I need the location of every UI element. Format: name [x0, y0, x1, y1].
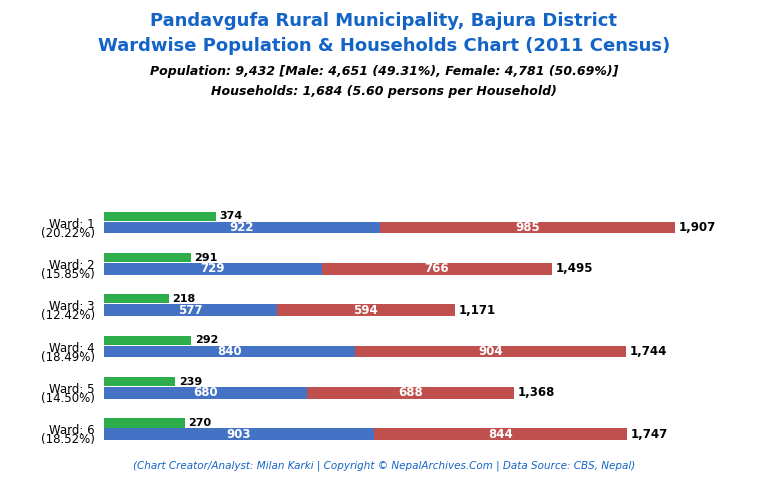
Text: 218: 218 [173, 294, 196, 304]
Text: Ward: 5: Ward: 5 [49, 383, 94, 396]
Bar [104, 428, 374, 440]
Text: 1,495: 1,495 [555, 262, 593, 275]
Text: Ward: 1: Ward: 1 [49, 217, 94, 231]
Text: 239: 239 [179, 377, 202, 387]
Bar [104, 263, 322, 275]
Text: 766: 766 [425, 262, 449, 275]
Text: Ward: 3: Ward: 3 [49, 300, 94, 313]
Bar [104, 336, 191, 345]
Text: 729: 729 [200, 262, 225, 275]
Text: 292: 292 [195, 335, 218, 345]
Text: Population: 9,432 [Male: 4,651 (49.31%), Female: 4,781 (50.69%)]: Population: 9,432 [Male: 4,651 (49.31%),… [150, 65, 618, 78]
Bar [104, 346, 356, 357]
Bar [104, 304, 276, 316]
Text: 680: 680 [194, 387, 218, 399]
Text: 291: 291 [194, 252, 218, 263]
Text: 844: 844 [488, 427, 513, 441]
Bar [104, 377, 175, 386]
Text: 270: 270 [188, 418, 211, 428]
Bar [104, 419, 184, 427]
Text: Ward: 2: Ward: 2 [49, 259, 94, 272]
Bar [104, 253, 191, 262]
Bar [104, 387, 307, 398]
Text: 1,907: 1,907 [679, 221, 716, 234]
Text: (18.52%): (18.52%) [41, 433, 94, 447]
Bar [276, 304, 455, 316]
Text: (Chart Creator/Analyst: Milan Karki | Copyright © NepalArchives.Com | Data Sourc: (Chart Creator/Analyst: Milan Karki | Co… [133, 460, 635, 471]
Text: 1,368: 1,368 [518, 387, 554, 399]
Bar [356, 346, 627, 357]
Text: Wardwise Population & Households Chart (2011 Census): Wardwise Population & Households Chart (… [98, 37, 670, 55]
Text: 688: 688 [398, 387, 423, 399]
Text: 577: 577 [178, 304, 203, 317]
Bar [374, 428, 627, 440]
Text: Ward: 4: Ward: 4 [49, 342, 94, 354]
Text: (14.50%): (14.50%) [41, 392, 94, 405]
Bar [104, 211, 216, 221]
Text: 903: 903 [227, 427, 251, 441]
Text: (18.49%): (18.49%) [41, 351, 94, 364]
Text: 840: 840 [217, 345, 242, 358]
Bar [307, 387, 514, 398]
Text: 1,171: 1,171 [458, 304, 495, 317]
Text: (20.22%): (20.22%) [41, 227, 94, 240]
Bar [322, 263, 551, 275]
Text: 904: 904 [478, 345, 503, 358]
Text: 594: 594 [353, 304, 378, 317]
Text: Pandavgufa Rural Municipality, Bajura District: Pandavgufa Rural Municipality, Bajura Di… [151, 12, 617, 31]
Text: 1,747: 1,747 [631, 427, 668, 441]
Text: 374: 374 [220, 211, 243, 221]
Text: Households: 1,684 (5.60 persons per Household): Households: 1,684 (5.60 persons per Hous… [211, 85, 557, 98]
Text: 1,744: 1,744 [630, 345, 667, 358]
Text: Ward: 6: Ward: 6 [49, 424, 94, 437]
Text: 985: 985 [515, 221, 540, 234]
Bar [104, 294, 169, 304]
Text: 922: 922 [230, 221, 254, 234]
Bar [104, 221, 380, 233]
Text: (15.85%): (15.85%) [41, 268, 94, 281]
Text: (12.42%): (12.42%) [41, 310, 94, 322]
Bar [380, 221, 675, 233]
